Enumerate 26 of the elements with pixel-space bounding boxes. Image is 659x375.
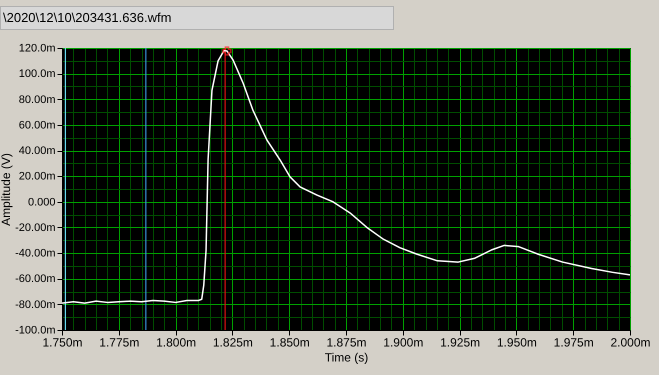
x-tick-label: 1.825m	[212, 336, 253, 350]
x-tick-label: 1.800m	[156, 336, 196, 350]
x-tick-label: 1.900m	[383, 336, 424, 350]
text: \2020\12\10\203431.636.wfm	[0, 6, 394, 30]
x-tick-label: 2.000m	[610, 336, 651, 350]
x-axis-title: Time (s)	[324, 350, 368, 364]
y-tick-label: -20.00m	[15, 222, 56, 234]
x-tick-label: 1.850m	[270, 336, 310, 350]
x-tick-label: 1.775m	[99, 336, 140, 350]
y-axis-title: Amplitude (V)	[0, 153, 14, 226]
x-tick-label: 1.975m	[554, 336, 594, 350]
y-tick-label: -100.0m	[15, 324, 56, 336]
y-tick-label: 80.00m	[18, 94, 56, 106]
x-tick-label: 1.875m	[326, 336, 367, 350]
y-tick-label: 20.00m	[18, 170, 56, 183]
x-tick-label: 1.925m	[440, 336, 480, 350]
x-tick-label: 1.950m	[496, 336, 537, 350]
x-tick-label: 1.750m	[42, 336, 83, 350]
y-tick-label: 40.00m	[18, 145, 56, 158]
y-tick-label: 60.00m	[18, 119, 56, 132]
y-tick-label: 120.0m	[18, 42, 56, 54]
y-tick-label: -60.00m	[15, 273, 56, 286]
y-tick-label: 0.000	[28, 196, 56, 208]
y-tick-label: -40.00m	[15, 248, 56, 260]
y-tick-label: -80.00m	[15, 298, 56, 311]
y-tick-label: 100.0m	[18, 68, 56, 80]
